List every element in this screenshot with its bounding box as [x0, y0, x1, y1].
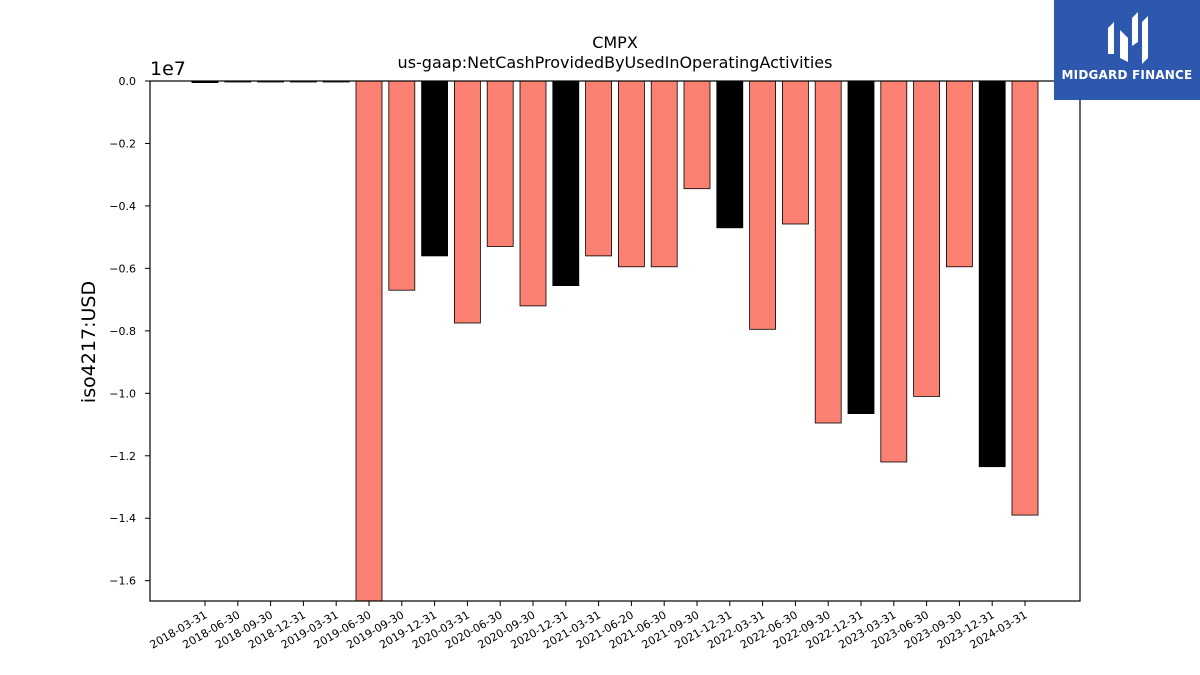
y-tick-label: −1.6 — [109, 575, 136, 588]
bar — [913, 80, 940, 397]
midgard-logo-icon — [1108, 12, 1148, 64]
y-axis: 0.0 −0.2 −0.4 −0.6 −0.8 −1.0 −1.2 −1.4 −1.6 — [109, 75, 150, 588]
y-tick-label: −0.8 — [109, 325, 136, 338]
bar — [847, 80, 875, 415]
bar — [749, 80, 776, 330]
y-tick-label: −1.4 — [109, 512, 136, 525]
bar — [946, 80, 973, 268]
bar — [683, 80, 711, 190]
bars — [191, 80, 1039, 602]
chart-subtitle: us-gaap:NetCashProvidedByUsedInOperating… — [398, 53, 833, 72]
bar — [650, 80, 678, 268]
y-tick-label: −0.4 — [109, 200, 136, 213]
y-tick-label: −0.2 — [109, 137, 136, 150]
y-offset-text: 1e7 — [150, 58, 186, 80]
logo-text: MIDGARD FINANCE — [1061, 68, 1193, 82]
bar — [978, 80, 1006, 468]
bar — [1011, 80, 1039, 516]
y-tick-label: 0.0 — [119, 75, 137, 88]
bar — [519, 80, 547, 307]
bar — [618, 80, 645, 268]
plot-frame — [149, 80, 1081, 602]
bar — [782, 80, 809, 225]
bar — [486, 80, 514, 247]
bar — [716, 80, 744, 229]
bar — [453, 80, 481, 324]
bar — [355, 80, 383, 602]
chart-title: CMPX — [592, 33, 638, 52]
logo: MIDGARD FINANCE — [1054, 0, 1200, 100]
y-axis-label: iso4217:USD — [78, 281, 100, 403]
bar — [421, 80, 449, 257]
bar — [388, 80, 416, 291]
bar — [552, 80, 580, 287]
bar — [814, 80, 842, 424]
y-tick-label: −1.2 — [109, 450, 136, 463]
y-tick-label: −1.0 — [109, 387, 136, 400]
bar — [585, 80, 612, 257]
y-tick-label: −0.6 — [109, 262, 136, 275]
bar — [880, 80, 908, 463]
x-axis: 2018-03-312018-06-302018-09-302018-12-31… — [148, 601, 1030, 652]
